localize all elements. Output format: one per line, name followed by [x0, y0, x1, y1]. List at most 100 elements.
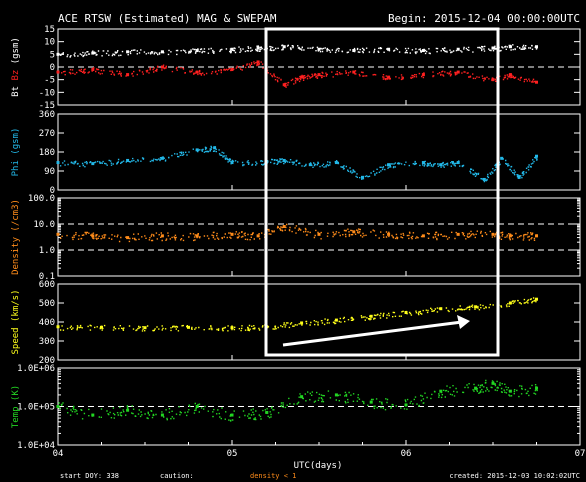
panel-temp: 1.0E+06 1.0E+05 1.0E+04 Temp (K) [11, 364, 581, 451]
data-point-phi-phi [535, 154, 538, 158]
data-point-density-density [91, 234, 95, 238]
data-point-mag-bt [126, 50, 130, 54]
x-tick-label-06: 06 [401, 449, 412, 459]
y-tick-label-temp-1: 1.0E+05 [17, 403, 55, 413]
panel-speed: 600 500 400 300 200 Speed (km/s) [11, 280, 581, 366]
data-point-phi-phi [456, 161, 460, 165]
y-tick-label-density-3: 0.1 [39, 272, 55, 282]
y-tick-label-mag-4: -5 [44, 76, 55, 86]
data-point-mag-bz [317, 73, 321, 77]
data-point-speed-speed [100, 325, 103, 329]
y-tick-label-phi-3: 90 [44, 167, 55, 177]
data-point-mag-bz [535, 80, 538, 84]
trend-arrow [282, 320, 463, 347]
y-axis-label-phi: Phi (gsm) [11, 128, 21, 177]
series-scatter-phi-phi [59, 145, 538, 183]
y-tick-label-mag-0: 15 [44, 25, 55, 35]
data-point-density-density [282, 225, 286, 229]
data-point-mag-bt [282, 45, 286, 49]
data-point-density-density [195, 234, 199, 238]
data-point-mag-bz [56, 70, 60, 74]
series-mag-bt [56, 44, 538, 58]
data-point-density-density [421, 234, 425, 238]
y-tick-label-temp-0: 1.0E+06 [17, 364, 55, 374]
y-tick-label-mag-1: 10 [44, 38, 55, 48]
panel-frame-phi [57, 113, 581, 191]
highlight-box [264, 27, 500, 357]
data-point-speed-speed [508, 301, 512, 305]
y-tick-label-mag-5: -10 [39, 88, 55, 98]
data-point-mag-bt [230, 47, 234, 51]
series-scatter-temp-temp [58, 379, 538, 422]
data-point-speed-speed [439, 307, 443, 311]
series-density-density [56, 223, 538, 243]
data-point-mag-bt [456, 47, 460, 51]
x-axis-label: UTC(days) [294, 461, 343, 471]
data-point-speed-speed [474, 305, 478, 309]
panel-mag: 15 10 5 0 -5 -10 -15 Bt Bz (gsm) [11, 25, 581, 111]
data-point-mag-bz [160, 65, 164, 69]
data-point-speed-speed [56, 325, 60, 329]
data-point-speed-speed [187, 325, 190, 329]
data-point-mag-bt [91, 51, 95, 55]
y-tick-label-speed-0: 600 [39, 280, 55, 290]
data-point-phi-phi [334, 161, 338, 165]
data-point-mag-bt [508, 45, 512, 49]
data-point-temp-temp [265, 410, 269, 414]
y-axis-label-part-mag-0: Bt [11, 86, 21, 97]
data-point-density-density [491, 232, 495, 236]
data-point-phi-phi [126, 158, 130, 162]
data-point-density-density [387, 232, 391, 236]
data-point-density-density [56, 232, 60, 236]
y-tick-label-mag-2: 5 [50, 50, 55, 60]
data-point-temp-temp [230, 413, 234, 417]
data-point-speed-speed [369, 314, 373, 318]
data-point-phi-phi [91, 162, 95, 166]
data-point-mag-bz [491, 78, 495, 82]
series-scatter-mag-bz [61, 60, 537, 88]
data-point-temp-temp [56, 405, 60, 408]
data-point-density-density [535, 234, 538, 238]
x-tick-label-05: 05 [227, 449, 238, 459]
data-point-mag-bt [387, 47, 391, 51]
data-point-mag-bz [91, 68, 95, 72]
chart-title: ACE RTSW (Estimated) MAG & SWEPAM [58, 12, 277, 25]
data-point-mag-bz [282, 83, 286, 87]
data-point-temp-temp [404, 403, 408, 407]
data-point-mag-bz [352, 70, 356, 74]
data-point-temp-temp [126, 408, 130, 412]
panel-phi: 360 270 180 90 0 Phi (gsm) [11, 110, 581, 196]
x-tick-label-07: 07 [575, 449, 586, 459]
x-axis: UTC(days) 04 05 06 07 [53, 100, 586, 471]
data-point-phi-phi [213, 146, 217, 150]
series-mag-bz [56, 60, 538, 88]
y-tick-label-phi-4: 0 [50, 186, 55, 196]
data-point-temp-temp [334, 393, 338, 397]
data-point-density-density [508, 234, 512, 238]
data-point-mag-bt [195, 49, 199, 53]
y-axis-label-speed: Speed (km/s) [11, 289, 21, 354]
y-tick-label-phi-2: 180 [39, 148, 55, 158]
y-tick-label-speed-2: 400 [39, 318, 55, 328]
data-point-phi-phi [56, 161, 60, 165]
data-point-density-density [126, 236, 130, 240]
footer-caution: caution: [160, 472, 194, 480]
data-point-mag-bt [421, 49, 425, 53]
y-tick-label-mag-6: -15 [39, 101, 55, 111]
data-point-mag-bt [352, 49, 356, 53]
y-axis-label-part-mag-2: (gsm) [11, 37, 21, 70]
data-point-temp-temp [369, 400, 373, 404]
panel-frame-density [57, 197, 581, 277]
data-point-temp-temp [474, 386, 478, 390]
series-scatter-density-density [60, 223, 538, 243]
series-temp-temp [56, 379, 538, 422]
data-point-speed-speed [230, 326, 234, 330]
footer-start-doy: start DOY: 338 [60, 472, 119, 480]
panels-group: 15 10 5 0 -5 -10 -15 Bt Bz (gsm) 360 270 180 90 0 Phi… [11, 25, 581, 451]
y-tick-label-speed-1: 500 [39, 299, 55, 309]
y-tick-label-speed-3: 300 [39, 337, 55, 347]
y-tick-label-mag-3: 0 [50, 63, 55, 73]
data-point-temp-temp [160, 413, 164, 417]
data-point-temp-temp [300, 395, 304, 399]
